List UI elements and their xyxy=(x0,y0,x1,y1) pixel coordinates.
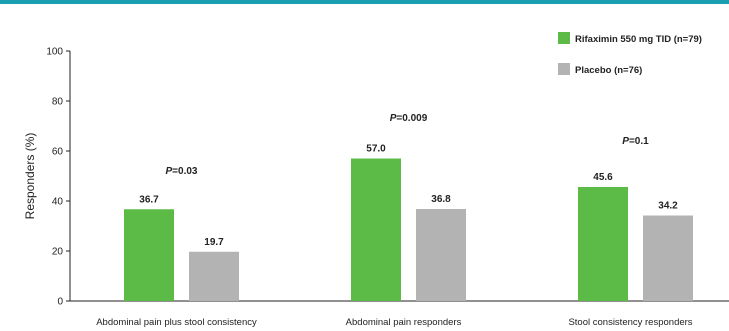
legend: Rifaximin 550 mg TID (n=79) Placebo (n=76… xyxy=(558,32,702,76)
y-tick-label: 100 xyxy=(46,47,63,58)
y-tick-label: 20 xyxy=(52,247,64,258)
p-value-label: P=0.009 xyxy=(390,113,428,124)
y-axis-label: Responders (%) xyxy=(23,133,37,220)
legend-label: Rifaximin 550 mg TID (n=79) xyxy=(575,34,702,45)
y-tick-label: 40 xyxy=(52,197,64,208)
bars xyxy=(124,158,693,301)
bar xyxy=(351,158,401,301)
legend-label: Placebo (n=76) xyxy=(575,65,642,76)
category-label: Stool consistency responders xyxy=(568,317,692,328)
y-tick-label: 0 xyxy=(57,297,63,308)
bar xyxy=(416,209,466,301)
data-label: 45.6 xyxy=(593,172,613,183)
bar xyxy=(643,215,693,301)
category-label: Abdominal pain responders xyxy=(346,317,462,328)
data-label: 36.7 xyxy=(139,194,159,205)
data-label: 34.2 xyxy=(658,201,678,212)
header-strip xyxy=(0,0,729,4)
data-label: 36.8 xyxy=(431,194,451,205)
p-value-label: P=0.03 xyxy=(166,166,198,177)
labels: 36.7 19.7 P=0.03 Abdominal pain plus stool … xyxy=(96,113,693,328)
y-tick-label: 80 xyxy=(52,97,64,108)
bar xyxy=(124,209,174,301)
p-value-label: P=0.1 xyxy=(622,136,649,147)
y-tick-label: 60 xyxy=(52,147,64,158)
legend-swatch xyxy=(558,32,570,44)
bar xyxy=(189,251,239,301)
legend-swatch xyxy=(558,63,570,75)
data-label: 19.7 xyxy=(204,237,224,248)
bar xyxy=(578,187,628,301)
data-label: 57.0 xyxy=(366,144,386,155)
category-label: Abdominal pain plus stool consistency xyxy=(96,317,257,328)
